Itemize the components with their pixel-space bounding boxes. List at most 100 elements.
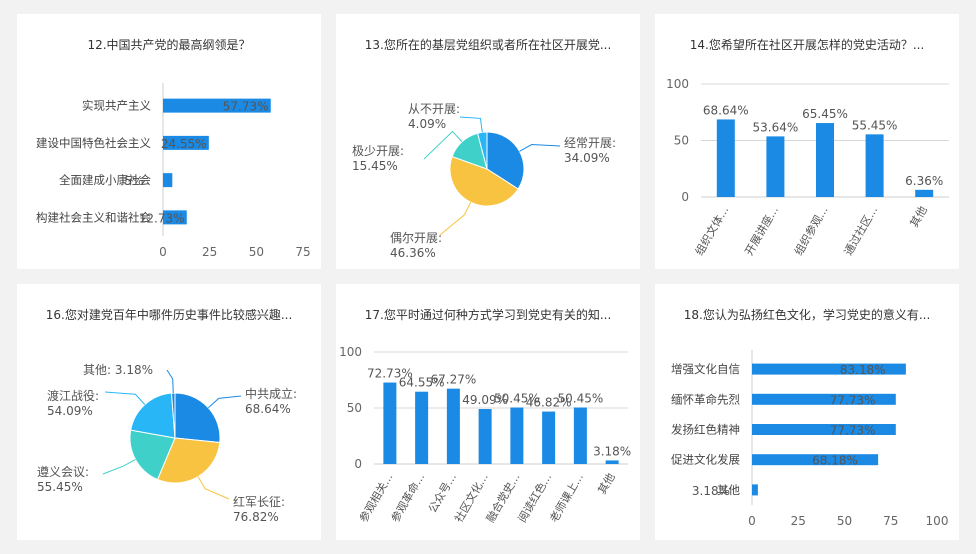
bar: [383, 382, 397, 464]
y-tick-label: 50: [347, 401, 362, 415]
chart-title: 17.您平时通过何种方式学习到党史有关的知...: [364, 308, 612, 322]
leader-line: [102, 459, 136, 475]
slice-value: 46.36%: [390, 246, 436, 260]
chart-card-q14: 14.您希望所在社区开展怎样的党史活动？... 0 50 100 68.64% 组织文体…: [655, 14, 959, 269]
leader-line: [423, 130, 463, 160]
data-label: 68.64%: [703, 103, 749, 117]
bar-chart-q12: 0 25 50 75 实现共产主义 57.73% 建设中国特色社会主义 24.55% 全面建成小…: [36, 83, 311, 259]
bar: [573, 407, 587, 464]
bar: [766, 136, 785, 197]
slice-value: 4.09%: [408, 117, 446, 131]
data-label: 49.09%: [462, 393, 508, 407]
bar: [163, 173, 173, 188]
slice-separator: :: [293, 387, 297, 401]
x-tick-label: 50: [249, 245, 264, 259]
pie-slice: [170, 392, 176, 439]
pie-chart-q13: 经常开展: 34.09%偶尔开展: 46.36%极少开展: 15.45%从不开展: 4.…: [352, 102, 616, 260]
slice-name: 偶尔开展: [390, 230, 438, 245]
y-tick-label: 100: [666, 77, 689, 91]
slice-name: 红军长征: [233, 494, 281, 509]
bar: [163, 135, 209, 150]
leader-line: [197, 476, 230, 500]
x-tick-label: 0: [748, 514, 756, 528]
category-label: 建设中国特色社会主义: [36, 136, 151, 150]
pie-slice: [174, 392, 221, 444]
chart-title: 13.您所在的基层党组织或者所在社区开展党...: [364, 38, 612, 52]
leader-line: [208, 395, 242, 409]
slice-separator: :: [85, 465, 89, 479]
data-label: 50.45%: [557, 391, 603, 405]
x-tick-label: 25: [791, 514, 806, 528]
category-label: 增强文化自信: [671, 362, 740, 376]
category-label: 开展讲座...: [742, 204, 781, 258]
chart-title: 18.您认为弘扬红色文化，学习党史的意义有...: [683, 308, 931, 322]
bar: [816, 123, 834, 197]
slice-label: 经常开展: 34.09%: [564, 136, 616, 165]
bar: [415, 391, 429, 464]
slice-name: 其他: [83, 363, 107, 377]
bar: [752, 454, 879, 466]
bar: [163, 210, 187, 225]
data-label: 5%: [124, 174, 143, 188]
category-label: 通过社区...: [841, 204, 880, 258]
chart-card-q13: 13.您所在的基层党组织或者所在社区开展党... 经常开展: 34.09% 偶尔开展…: [336, 14, 640, 269]
data-label: 83.18%: [840, 363, 886, 377]
chart-card-q16: 16.您对建党百年中哪件历史事件比较感兴趣... 中共成立: 68.64% 红军长征…: [17, 284, 321, 540]
slice-value: 34.09%: [564, 151, 610, 165]
category-label: 其他: [717, 483, 740, 497]
data-label: 65.45%: [802, 107, 848, 121]
leader-line: [439, 201, 472, 236]
column-chart-q17: 05010072.73%参观相关...64.55%参观革命...67.27%公众…: [339, 345, 631, 525]
slice-value: 55.45%: [37, 480, 83, 494]
column-chart-q14: 0 50 100 68.64% 组织文体... 53.64% 开展讲座... 65.45% 组织…: [666, 77, 949, 258]
slice-label: 红军长征: 76.82%: [233, 494, 285, 524]
data-label: 6.36%: [905, 174, 943, 188]
y-tick-label: 0: [354, 457, 362, 471]
data-label: 3.18%: [593, 444, 631, 458]
bar: [478, 409, 492, 464]
slice-label: 偶尔开展: 46.36%: [390, 230, 442, 260]
category-label: 发扬红色精神: [671, 423, 740, 437]
data-label: 53.64%: [753, 120, 799, 134]
x-tick-label: 75: [295, 245, 310, 259]
x-tick-label: 50: [837, 514, 852, 528]
y-tick-label: 100: [339, 345, 362, 359]
bar: [752, 424, 896, 435]
data-label: 50.45%: [494, 391, 540, 405]
slice-name: 中共成立: [245, 386, 293, 401]
chart-title: 12.中国共产党的最高纲领是？: [87, 38, 251, 52]
chart-title: 14.您希望所在社区开展怎样的党史活动？...: [689, 38, 925, 52]
slice-label: 其他: 3.18%: [83, 363, 153, 377]
slice-separator: :: [281, 495, 285, 509]
bar: [446, 388, 460, 464]
data-label: 46.82%: [526, 396, 572, 410]
leader-line: [166, 369, 174, 394]
bar: [752, 393, 896, 405]
slice-name: 遵义会议: [37, 464, 85, 479]
slice-value: 68.64%: [245, 402, 291, 416]
category-label: 其他: [595, 471, 617, 497]
data-label: 24.55%: [161, 137, 207, 151]
slice-separator: :: [400, 144, 404, 158]
slice-value: 76.82%: [233, 510, 279, 524]
slice-separator: :: [612, 136, 616, 150]
chart-title: 16.您对建党百年中哪件历史事件比较感兴趣...: [45, 308, 293, 322]
category-label: 构建社会主义和谐社会: [36, 210, 151, 224]
slice-name: 经常开展: [564, 136, 612, 150]
x-tick-label: 0: [159, 245, 167, 259]
bar: [163, 98, 271, 113]
data-label: 64.55%: [399, 376, 445, 390]
data-label: 77.73%: [830, 393, 876, 407]
data-label: 55.45%: [852, 118, 898, 132]
slice-separator: :: [95, 389, 99, 403]
data-label: 67.27%: [430, 373, 476, 387]
bar: [752, 484, 758, 496]
x-tick-label: 100: [926, 514, 949, 528]
slice-value: 15.45%: [352, 159, 398, 173]
chart-card-q18: 18.您认为弘扬红色文化，学习党史的意义有... 0 25 50 75 100 增强文化自…: [655, 284, 959, 540]
slice-label: 中共成立: 68.64%: [245, 386, 297, 416]
pie-slice: [130, 392, 176, 439]
slice-value: 54.09%: [47, 404, 93, 418]
bar: [510, 407, 524, 464]
category-label: 公众号...: [426, 471, 459, 515]
